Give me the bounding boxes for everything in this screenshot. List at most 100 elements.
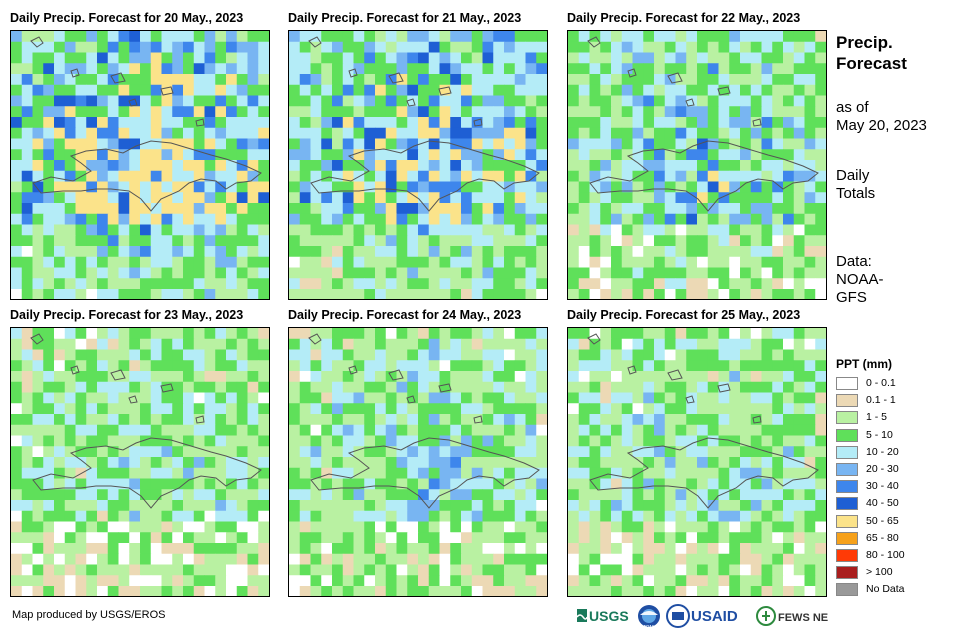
precip-cell bbox=[75, 84, 87, 96]
precip-cell bbox=[686, 381, 698, 393]
precip-cell bbox=[86, 532, 98, 544]
precip-cell bbox=[664, 575, 676, 587]
precip-cell bbox=[783, 160, 795, 172]
precip-cell bbox=[321, 457, 333, 469]
precip-cell bbox=[332, 338, 344, 350]
precip-cell bbox=[407, 381, 419, 393]
precip-cell bbox=[396, 392, 408, 404]
precip-cell bbox=[793, 74, 805, 86]
precip-cell bbox=[375, 106, 387, 118]
precip-cell bbox=[107, 181, 119, 193]
precip-cell bbox=[686, 181, 698, 193]
precip-cell bbox=[54, 392, 66, 404]
precip-cell bbox=[86, 371, 98, 383]
precip-cell bbox=[43, 138, 55, 150]
precip-cell bbox=[578, 543, 590, 555]
precip-cell bbox=[783, 478, 795, 490]
precip-cell bbox=[740, 52, 752, 64]
precip-cell bbox=[332, 181, 344, 193]
precip-cell bbox=[204, 532, 216, 544]
precip-map-4 bbox=[11, 328, 269, 596]
precip-cell bbox=[578, 246, 590, 258]
precip-cell bbox=[215, 500, 227, 512]
precip-cell bbox=[332, 235, 344, 247]
precip-cell bbox=[353, 510, 365, 522]
precip-cell bbox=[321, 170, 333, 182]
precip-cell bbox=[236, 31, 248, 43]
precip-cell bbox=[600, 338, 612, 350]
precip-cell bbox=[204, 564, 216, 576]
precip-cell bbox=[793, 63, 805, 75]
precip-cell bbox=[310, 74, 322, 86]
precip-cell bbox=[793, 52, 805, 64]
precip-cell bbox=[161, 267, 173, 279]
precip-cell bbox=[568, 521, 580, 533]
precip-cell bbox=[299, 74, 311, 86]
precip-cell bbox=[310, 467, 322, 479]
precip-cell bbox=[675, 95, 687, 107]
precip-cell bbox=[64, 575, 76, 587]
precip-cell bbox=[11, 414, 23, 426]
precip-cell bbox=[364, 95, 376, 107]
precip-cell bbox=[321, 256, 333, 268]
precip-cell bbox=[86, 95, 98, 107]
precip-cell bbox=[150, 424, 162, 436]
precip-cell bbox=[215, 521, 227, 533]
precip-cell bbox=[86, 52, 98, 64]
precip-cell bbox=[43, 360, 55, 372]
precip-cell bbox=[761, 192, 773, 204]
precip-cell bbox=[482, 41, 494, 53]
precip-cell bbox=[183, 360, 195, 372]
precip-cell bbox=[215, 117, 227, 129]
precip-cell bbox=[675, 424, 687, 436]
precip-cell bbox=[589, 575, 601, 587]
precip-cell bbox=[578, 95, 590, 107]
precip-cell bbox=[611, 457, 623, 469]
precip-cell bbox=[611, 543, 623, 555]
precip-cell bbox=[161, 192, 173, 204]
precip-cell bbox=[664, 235, 676, 247]
precip-cell bbox=[375, 289, 387, 299]
precip-cell bbox=[664, 95, 676, 107]
precip-cell bbox=[21, 213, 33, 225]
precip-cell bbox=[804, 338, 816, 350]
precip-cell bbox=[686, 74, 698, 86]
precip-cell bbox=[772, 160, 784, 172]
precip-cell bbox=[183, 414, 195, 426]
precip-cell bbox=[172, 224, 184, 236]
precip-cell bbox=[621, 489, 633, 501]
precip-cell bbox=[150, 510, 162, 522]
precip-cell bbox=[247, 521, 259, 533]
precip-cell bbox=[32, 160, 44, 172]
precip-cell bbox=[578, 500, 590, 512]
data-line2: NOAA- bbox=[836, 271, 884, 288]
precip-cell bbox=[772, 500, 784, 512]
precip-cell bbox=[804, 349, 816, 361]
precip-cell bbox=[342, 478, 354, 490]
precip-cell bbox=[107, 510, 119, 522]
precip-cell bbox=[204, 95, 216, 107]
precip-cell bbox=[536, 424, 547, 436]
precip-cell bbox=[750, 246, 762, 258]
precip-cell bbox=[707, 510, 719, 522]
precip-cell bbox=[396, 360, 408, 372]
precip-cell bbox=[815, 532, 826, 544]
precip-cell bbox=[568, 160, 580, 172]
precip-cell bbox=[310, 160, 322, 172]
precip-cell bbox=[783, 543, 795, 555]
precip-cell bbox=[450, 84, 462, 96]
precip-cell bbox=[729, 213, 741, 225]
precip-cell bbox=[215, 360, 227, 372]
precip-cell bbox=[204, 403, 216, 415]
precip-cell bbox=[536, 289, 547, 299]
precip-cell bbox=[21, 435, 33, 447]
precip-cell bbox=[568, 478, 580, 490]
precip-cell bbox=[525, 521, 537, 533]
precip-cell bbox=[129, 127, 141, 139]
precip-cell bbox=[140, 256, 152, 268]
precip-cell bbox=[643, 235, 655, 247]
precip-cell bbox=[129, 381, 141, 393]
precip-cell bbox=[654, 349, 666, 361]
precip-cell bbox=[204, 52, 216, 64]
precip-cell bbox=[439, 181, 451, 193]
